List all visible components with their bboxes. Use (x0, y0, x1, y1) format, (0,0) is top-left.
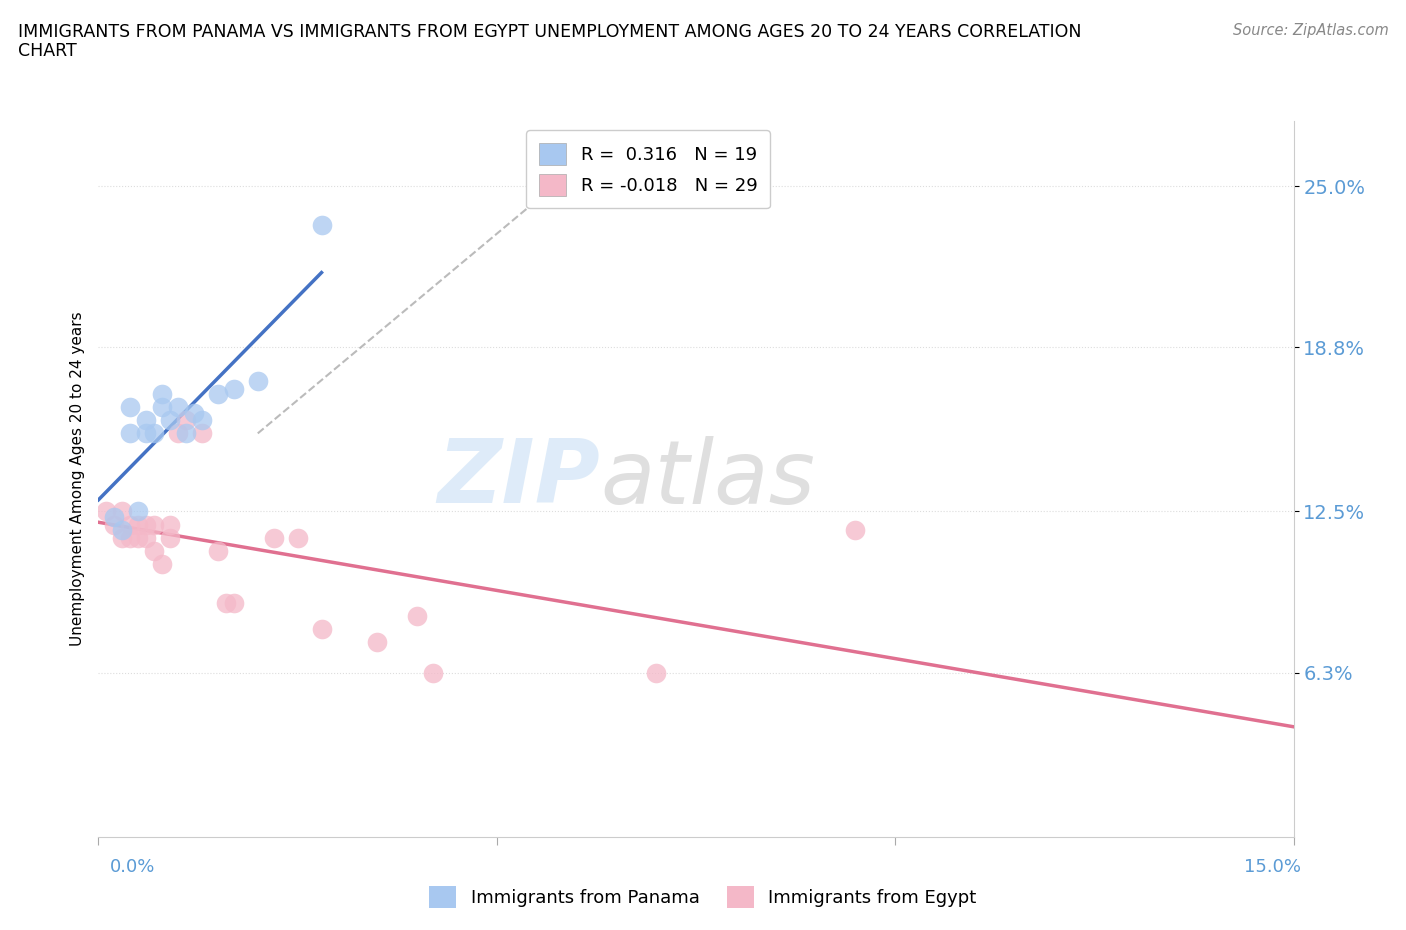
Point (311, 621, 333, 636)
Y-axis label: Unemployment Among Ages 20 to 24 years: Unemployment Among Ages 20 to 24 years (69, 312, 84, 646)
Point (150, 400, 173, 415)
Point (135, 413, 157, 428)
Point (143, 543, 166, 558)
Point (120, 426, 142, 441)
Point (183, 405, 205, 420)
Point (207, 387, 229, 402)
Point (111, 504, 134, 519)
Point (159, 530, 181, 545)
Point (167, 426, 190, 441)
Text: IMMIGRANTS FROM PANAMA VS IMMIGRANTS FROM EGYPT UNEMPLOYMENT AMONG AGES 20 TO 24: IMMIGRANTS FROM PANAMA VS IMMIGRANTS FRO… (18, 23, 1081, 41)
Point (246, 374, 269, 389)
Point (222, 595, 245, 610)
Point (111, 523, 134, 538)
Point (406, 608, 429, 623)
Text: Source: ZipAtlas.com: Source: ZipAtlas.com (1233, 23, 1389, 38)
Point (191, 413, 214, 428)
Point (120, 400, 142, 415)
Legend: R =  0.316   N = 19, R = -0.018   N = 29: R = 0.316 N = 19, R = -0.018 N = 29 (526, 130, 770, 208)
Point (127, 517, 149, 532)
Point (120, 530, 142, 545)
Point (120, 517, 142, 532)
Point (167, 400, 190, 415)
Point (422, 666, 444, 681)
Point (135, 517, 157, 532)
Point (103, 517, 125, 532)
Point (135, 426, 157, 441)
Point (135, 530, 157, 545)
Point (96, 504, 118, 519)
Point (111, 530, 134, 545)
Point (143, 517, 166, 532)
Point (222, 381, 245, 396)
Text: 15.0%: 15.0% (1243, 857, 1301, 876)
Point (263, 530, 285, 545)
Point (287, 530, 309, 545)
Point (150, 556, 173, 571)
Point (159, 413, 181, 428)
Text: atlas: atlas (600, 436, 815, 522)
Text: ZIP: ZIP (437, 435, 600, 523)
Point (103, 510, 125, 525)
Point (844, 523, 866, 538)
Point (150, 387, 173, 402)
Text: CHART: CHART (18, 42, 77, 60)
Point (143, 426, 166, 441)
Point (645, 666, 668, 681)
Point (174, 413, 197, 428)
Point (366, 634, 388, 649)
Point (127, 504, 149, 519)
Point (174, 426, 197, 441)
Point (215, 595, 238, 610)
Point (311, 218, 333, 232)
Point (127, 530, 149, 545)
Text: 0.0%: 0.0% (110, 857, 155, 876)
Point (191, 426, 214, 441)
Legend: Immigrants from Panama, Immigrants from Egypt: Immigrants from Panama, Immigrants from … (422, 879, 984, 916)
Point (207, 543, 229, 558)
Point (159, 517, 181, 532)
